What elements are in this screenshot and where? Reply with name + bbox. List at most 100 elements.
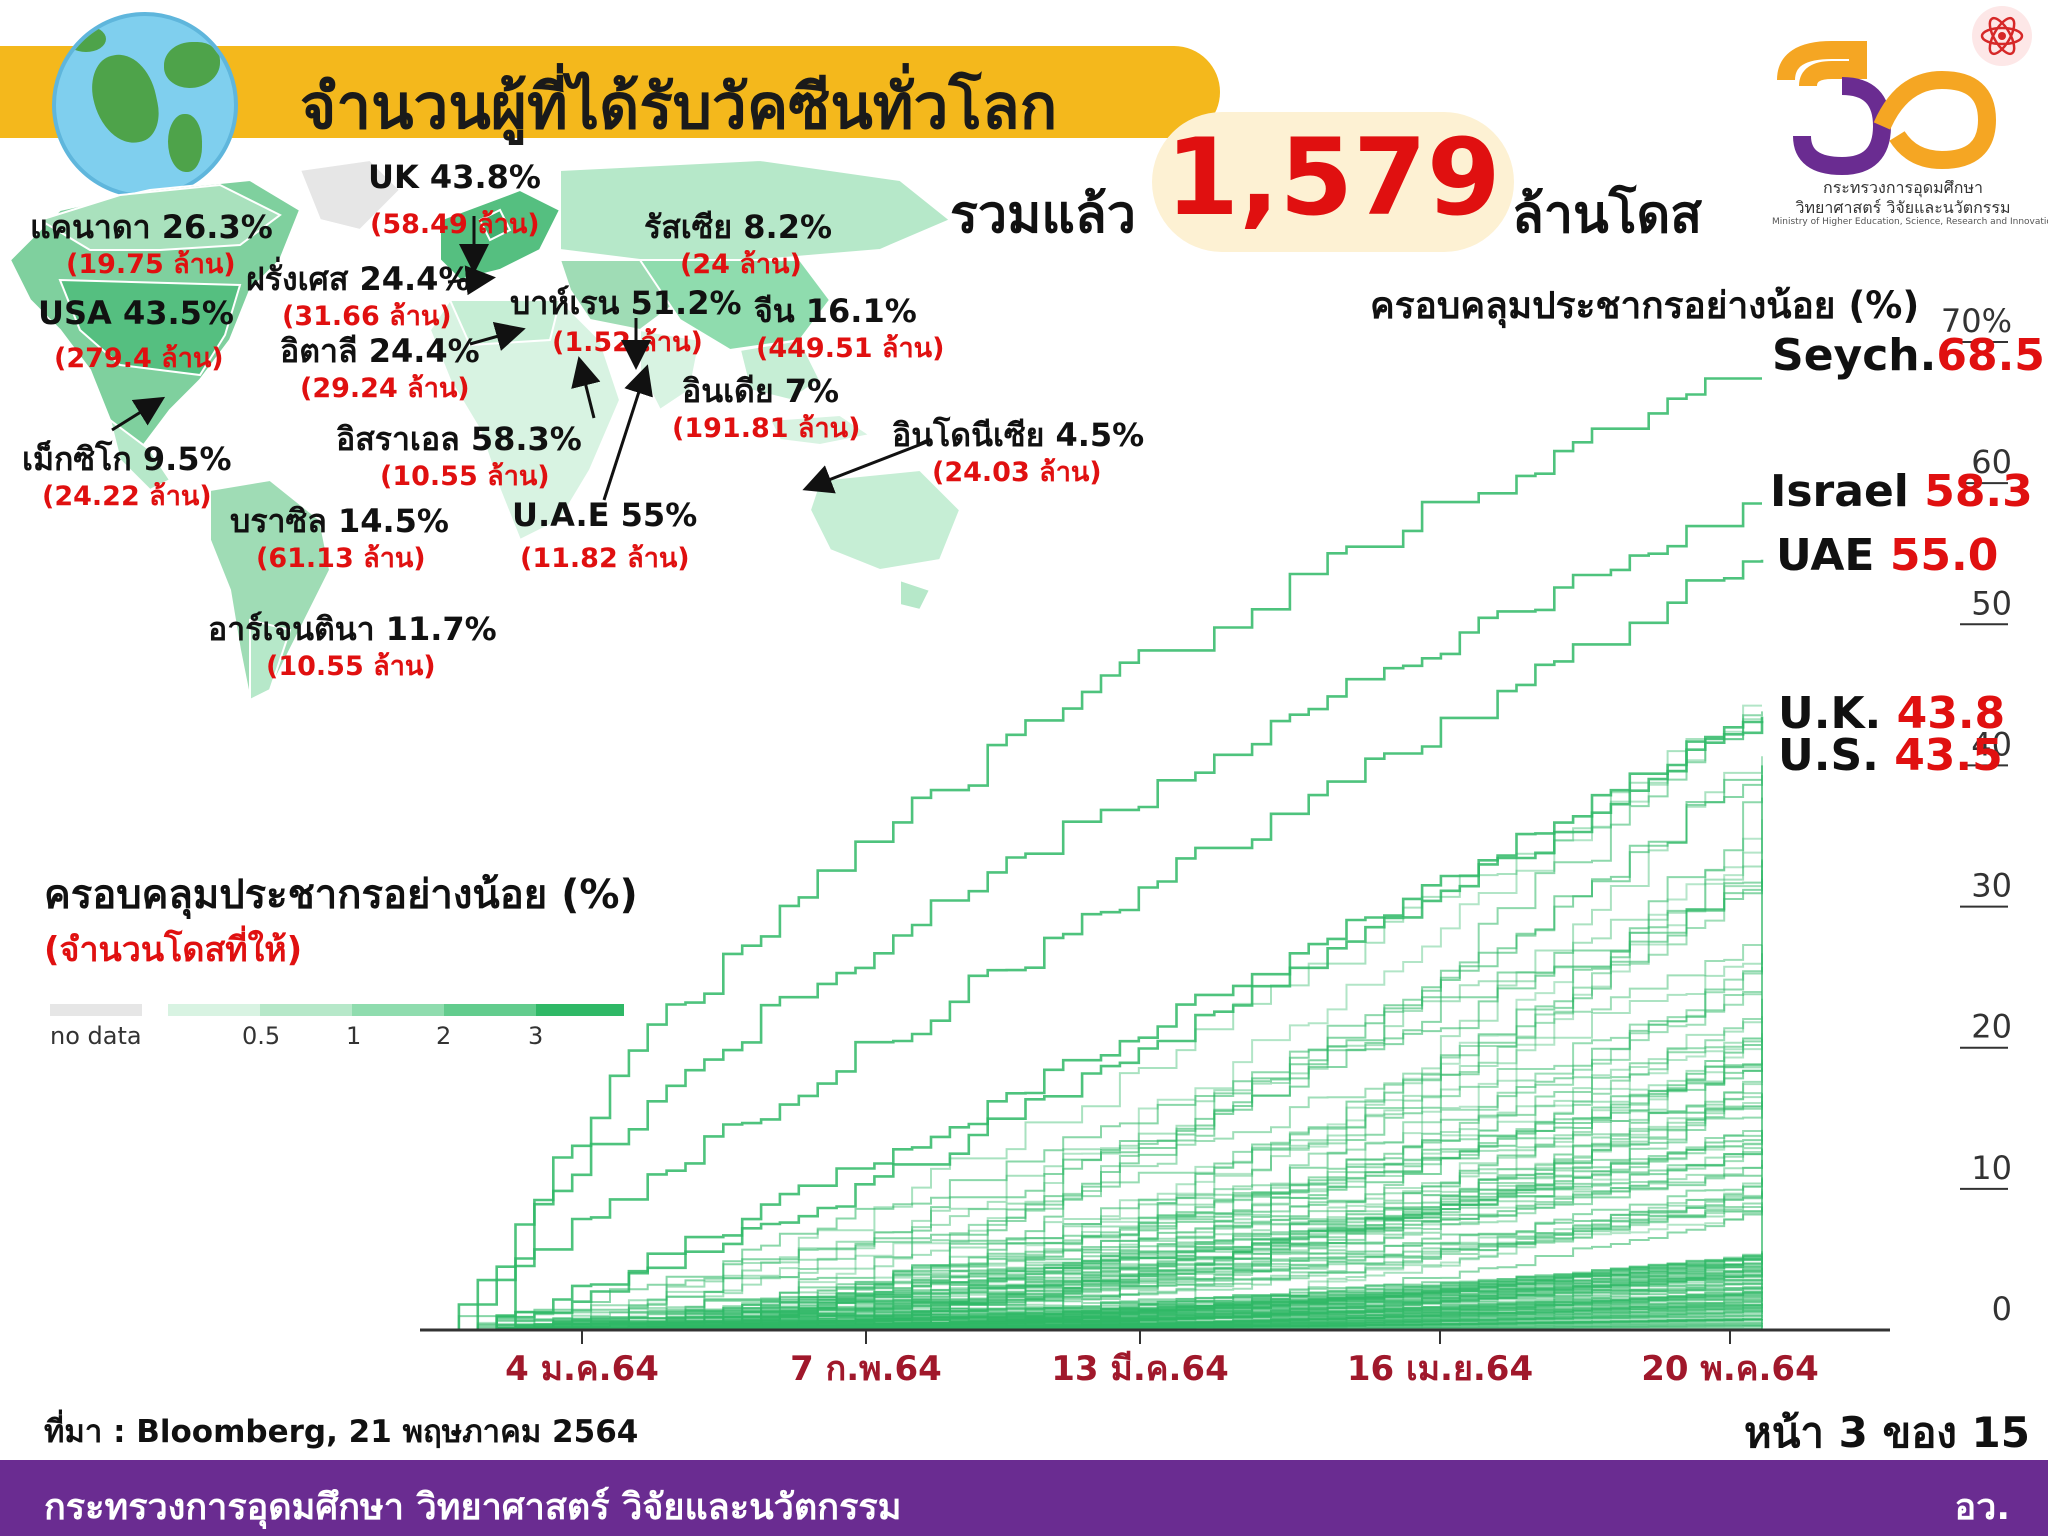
map-doses-russia: (24 ล้าน) — [680, 249, 802, 280]
legend-subtitle: (จำนวนโดสที่ให้) — [44, 930, 303, 970]
map-doses-usa: (279.4 ล้าน) — [54, 343, 224, 374]
country-line — [440, 993, 1762, 1331]
page-title: จำนวนผู้ที่ได้รับวัคซีนทั่วโลก — [300, 70, 1058, 143]
legend-tick: 0.5 — [242, 1022, 281, 1050]
map-label-china: จีน 16.1% — [754, 292, 917, 330]
legend-swatch-no-data — [50, 1004, 142, 1016]
series-line-seych — [440, 377, 1762, 1332]
footer-abbreviation: อว. — [1954, 1487, 2010, 1528]
highlight-name: UAE — [1776, 530, 1875, 581]
country-line — [440, 870, 1763, 1331]
map-label-mexico: เม็กซิโก 9.5% — [22, 440, 232, 478]
country-line — [440, 1130, 1763, 1331]
legend-swatch — [352, 1004, 444, 1016]
highlight-uae: UAE 55.0 — [1776, 530, 1998, 581]
country-line — [440, 1255, 1762, 1331]
country-line — [440, 717, 1763, 1331]
highlight-name: Israel — [1770, 466, 1909, 517]
chart-lines — [440, 377, 1764, 1332]
country-line — [440, 953, 1763, 1331]
highlight-uk: U.K. 43.8 — [1778, 688, 2005, 739]
map-doses-france: (31.66 ล้าน) — [282, 301, 452, 332]
series-line-uk — [440, 720, 1764, 1332]
legend-tick: 2 — [436, 1022, 452, 1050]
map-label-bahrain: บาห์เรน 51.2% — [510, 284, 742, 322]
highlight-name: Seych. — [1772, 330, 1937, 381]
chart-axes: 0 10 20 30 40 50 60 70% 4 ม.ค.64 7 ก.พ.64 13 มี.ค.… — [420, 302, 2012, 1389]
globe-icon — [52, 12, 238, 198]
country-line — [440, 859, 1763, 1331]
map-arrows — [111, 216, 933, 501]
total-doses-value: 1,579 — [1165, 116, 1501, 239]
atom-icon — [1972, 6, 2032, 66]
y-tick-label: 40 — [1971, 725, 2012, 763]
x-tick-label: 13 มี.ค.64 — [1051, 1349, 1228, 1389]
legend-tick: 1 — [346, 1022, 362, 1050]
total-suffix: ล้านโดส — [1512, 185, 1703, 245]
map-label-russia: รัสเซีย 8.2% — [644, 208, 833, 246]
map-doses-india: (191.81 ล้าน) — [672, 413, 861, 444]
country-line — [440, 778, 1762, 1331]
map-label-usa: USA 43.5% — [38, 294, 234, 332]
x-tick-label: 16 เม.ย.64 — [1347, 1349, 1533, 1389]
highlight-name: U.K. — [1778, 688, 1882, 739]
y-tick-label: 20 — [1971, 1008, 2012, 1046]
map-doses-canada: (19.75 ล้าน) — [66, 249, 236, 280]
y-tick-label: 50 — [1971, 584, 2012, 622]
series-line-uae — [440, 559, 1764, 1332]
legend-no-data-label: no data — [50, 1022, 142, 1050]
country-line — [440, 991, 1762, 1331]
y-tick-label: 60 — [1971, 443, 2012, 481]
country-line — [440, 998, 1763, 1331]
highlight-value: 55.0 — [1889, 530, 1999, 581]
logo-text-line3: Ministry of Higher Education, Science, R… — [1772, 217, 2048, 227]
x-tick-label: 7 ก.พ.64 — [790, 1349, 942, 1389]
map-doses-brazil: (61.13 ล้าน) — [256, 543, 426, 574]
highlight-seychelles: Seych.68.5 — [1772, 330, 2045, 381]
map-label-france: ฝรั่งเศส 24.4% — [246, 260, 471, 298]
country-line — [440, 1148, 1763, 1331]
legend-swatch — [260, 1004, 352, 1016]
country-line — [440, 944, 1762, 1331]
map-doses-uk: (58.49 ล้าน) — [370, 209, 540, 240]
highlight-value: 43.8 — [1896, 688, 2006, 739]
map-label-uk: UK 43.8% — [368, 158, 541, 196]
map-label-argentina: อาร์เจนตินา 11.7% — [208, 610, 497, 648]
legend-tick: 3 — [528, 1022, 544, 1050]
country-line — [440, 1208, 1763, 1331]
map-doses-italy: (29.24 ล้าน) — [300, 373, 470, 404]
country-line — [440, 1062, 1763, 1331]
y-tick-label: 70% — [1941, 302, 2012, 340]
x-tick-label: 20 พ.ค.64 — [1641, 1349, 1818, 1389]
country-line — [440, 880, 1763, 1331]
country-line — [440, 1211, 1762, 1331]
country-line — [440, 1059, 1763, 1331]
y-tick-label: 0 — [1992, 1290, 2012, 1328]
total-highlight — [1152, 112, 1514, 252]
legend-swatch — [536, 1004, 624, 1016]
map-label-india: อินเดีย 7% — [682, 372, 840, 410]
y-tick-label: 30 — [1971, 867, 2012, 905]
map-doses-mexico: (24.22 ล้าน) — [42, 481, 212, 512]
country-line — [440, 1290, 1763, 1331]
map-label-italy: อิตาลี 24.4% — [280, 332, 480, 370]
map-doses-israel: (10.55 ล้าน) — [380, 461, 550, 492]
map-label-israel: อิสราเอล 58.3% — [336, 420, 582, 458]
map-doses-china: (449.51 ล้าน) — [756, 333, 945, 364]
country-line — [440, 1093, 1763, 1331]
chart-title: ครอบคลุมประชากรอย่างน้อย (%) — [1370, 284, 1920, 327]
total-prefix: รวมแล้ว — [950, 185, 1136, 245]
map-label-canada: แคนาดา 26.3% — [30, 208, 273, 246]
country-line — [440, 1139, 1763, 1331]
y-tick-label: 10 — [1971, 1149, 2012, 1187]
logo-text-line1: กระทรวงการอุดมศึกษา — [1823, 178, 1983, 197]
highlight-name: U.S. — [1778, 730, 1879, 781]
legend-title: ครอบคลุมประชากรอย่างน้อย (%) — [44, 872, 638, 918]
series-line-israel — [440, 502, 1762, 1332]
map-label-uae: U.A.E 55% — [512, 496, 698, 534]
country-line — [440, 837, 1762, 1331]
legend-swatch — [168, 1004, 260, 1016]
map-doses-indonesia: (24.03 ล้าน) — [932, 457, 1102, 488]
source-note: ที่มา : Bloomberg, 21 พฤษภาคม 2564 — [44, 1414, 639, 1450]
